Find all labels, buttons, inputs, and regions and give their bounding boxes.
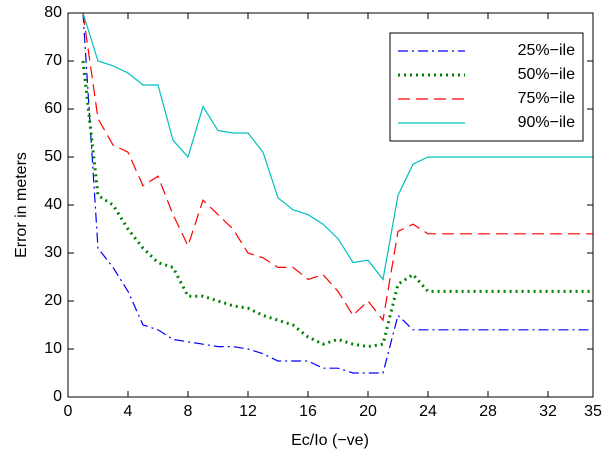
x-tick-label: 0 xyxy=(64,403,73,420)
y-tick-label: 80 xyxy=(44,4,62,21)
series-line xyxy=(82,12,593,281)
x-tick-label: 32 xyxy=(539,403,557,420)
legend-label: 75%−ile xyxy=(518,90,575,107)
y-tick-label: 10 xyxy=(44,340,62,357)
x-tick-label: 20 xyxy=(359,403,377,420)
y-tick-label: 20 xyxy=(44,292,62,309)
y-tick-label: 30 xyxy=(44,244,62,261)
x-tick-label: 4 xyxy=(124,403,133,420)
legend-label: 25%−ile xyxy=(518,42,575,59)
y-axis-label: Error in meters xyxy=(13,152,30,258)
series-line xyxy=(82,12,593,322)
y-tick-label: 0 xyxy=(53,388,62,405)
y-tick-label: 70 xyxy=(44,52,62,69)
y-tick-label: 40 xyxy=(44,196,62,213)
series-line xyxy=(82,12,593,374)
plot-frame xyxy=(67,12,594,398)
x-tick-label: 12 xyxy=(239,403,257,420)
x-axis-label: Ec/Io (−ve) xyxy=(291,432,369,449)
y-tick-label: 50 xyxy=(44,148,62,165)
y-tick-label: 60 xyxy=(44,100,62,117)
x-tick-label: 16 xyxy=(299,403,317,420)
x-tick-label: 24 xyxy=(419,403,437,420)
x-tick-label: 35 xyxy=(584,403,602,420)
x-tick-label: 8 xyxy=(184,403,193,420)
legend-label: 90%−ile xyxy=(518,114,575,131)
x-tick-label: 28 xyxy=(479,403,497,420)
legend-label: 50%−ile xyxy=(518,66,575,83)
